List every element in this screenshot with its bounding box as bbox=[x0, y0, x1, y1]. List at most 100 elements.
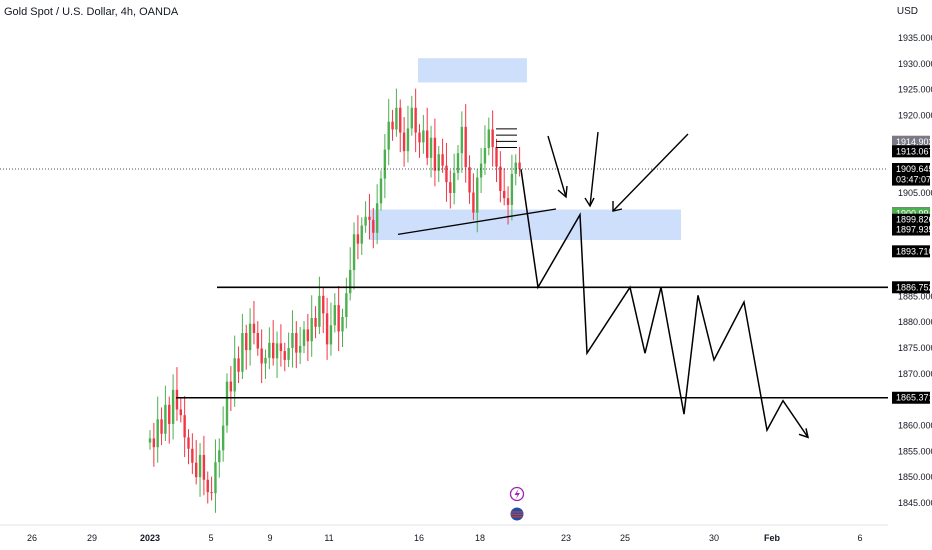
candle-body bbox=[360, 225, 363, 244]
candle-body bbox=[187, 437, 190, 449]
price-tag bbox=[892, 245, 930, 258]
candle-body bbox=[160, 419, 163, 434]
candle-body bbox=[387, 121, 390, 150]
candle-body bbox=[487, 129, 490, 149]
x-axis: 26 29 2023 5 9 11 16 18 23 25 30 Feb 6 bbox=[0, 524, 888, 543]
candle-body bbox=[460, 126, 464, 154]
price-tag bbox=[892, 135, 930, 148]
arrow bbox=[589, 131, 599, 207]
candle-body bbox=[183, 415, 186, 438]
y-tick-label: 1850.000 bbox=[898, 472, 932, 482]
price-tag bbox=[892, 391, 930, 404]
candle-body bbox=[287, 348, 290, 360]
candle-body bbox=[441, 154, 444, 166]
x-tick-label: 30 bbox=[709, 533, 719, 543]
candle-body bbox=[375, 203, 379, 233]
candle-body bbox=[518, 162, 521, 170]
price-tag bbox=[892, 163, 930, 176]
candle-body bbox=[283, 351, 286, 360]
currency-label: USD bbox=[896, 6, 918, 17]
candle-body bbox=[414, 107, 417, 133]
price-tag-label: 1913.067 bbox=[896, 146, 932, 156]
price-tag-label: 1865.371 bbox=[896, 393, 932, 403]
candle-body bbox=[275, 343, 279, 359]
y-tick-label: 1870.000 bbox=[898, 369, 932, 379]
candle-body bbox=[325, 313, 329, 345]
candle-body bbox=[391, 121, 394, 130]
candle-body bbox=[175, 389, 179, 410]
candle-body bbox=[349, 269, 352, 294]
candle-body bbox=[479, 163, 483, 178]
candle-body bbox=[168, 404, 171, 424]
candle-body bbox=[426, 130, 429, 158]
candle-body bbox=[476, 177, 479, 213]
candle-body bbox=[468, 167, 471, 193]
candle-body bbox=[422, 130, 425, 143]
candle-body bbox=[410, 107, 413, 129]
price-tag bbox=[892, 223, 930, 236]
price-tag-label: 03:47:07 bbox=[896, 175, 931, 185]
zones-layer bbox=[370, 58, 681, 241]
x-tick-label: 29 bbox=[87, 533, 97, 543]
candle-body bbox=[429, 137, 433, 158]
candle-body bbox=[295, 333, 298, 353]
x-tick-label: 9 bbox=[267, 533, 272, 543]
candle-body bbox=[302, 329, 306, 346]
arrowhead bbox=[584, 197, 595, 208]
arrowhead bbox=[557, 185, 568, 199]
candle-body bbox=[449, 182, 452, 193]
candle-body bbox=[229, 381, 233, 392]
candle-body bbox=[464, 126, 467, 168]
price-tag bbox=[892, 173, 930, 186]
candle-body bbox=[329, 325, 333, 345]
candle-body bbox=[406, 128, 410, 152]
x-tick-label: 26 bbox=[27, 533, 37, 543]
candle-body bbox=[364, 216, 367, 226]
y-tick-label: 1920.000 bbox=[898, 111, 932, 121]
candle-body bbox=[495, 147, 498, 167]
y-tick-label: 1905.000 bbox=[898, 188, 932, 198]
candle-body bbox=[395, 107, 398, 130]
price-tag-label: 1900.994 bbox=[896, 209, 932, 219]
demand-zone bbox=[370, 209, 681, 241]
candle-body bbox=[306, 329, 310, 342]
candle-body bbox=[225, 381, 229, 426]
candle-body bbox=[241, 333, 244, 372]
trend-line bbox=[397, 208, 557, 235]
price-tag-label: 1914.903 bbox=[896, 137, 932, 147]
x-tick-label: 11 bbox=[324, 533, 333, 543]
candle-body bbox=[341, 317, 344, 332]
candle-body bbox=[456, 153, 460, 173]
candle-body bbox=[322, 295, 325, 314]
candle-body bbox=[418, 132, 421, 143]
price-tag-label: 1899.826 bbox=[896, 215, 932, 225]
candle-body bbox=[314, 318, 317, 327]
candle-body bbox=[483, 148, 487, 164]
price-tag-label: 1897.935 bbox=[896, 225, 932, 235]
y-tick-label: 1880.000 bbox=[898, 317, 932, 327]
candle-body bbox=[310, 318, 313, 342]
candle-body bbox=[510, 173, 514, 205]
candles-layer bbox=[148, 88, 521, 513]
candle-body bbox=[248, 323, 252, 351]
chart-title: Gold Spot / U.S. Dollar, 4h, OANDA bbox=[4, 6, 179, 18]
candle-body bbox=[368, 216, 371, 220]
y-tick-label: 1875.000 bbox=[898, 343, 932, 353]
price-tag-label: 1886.752 bbox=[896, 282, 932, 292]
candle-body bbox=[191, 448, 194, 463]
candle-body bbox=[345, 293, 348, 317]
candle-body bbox=[252, 323, 256, 334]
candle-body bbox=[402, 132, 406, 152]
price-tag bbox=[892, 145, 930, 158]
x-tick-label: 18 bbox=[475, 533, 485, 543]
price-tag bbox=[892, 281, 930, 294]
candle-body bbox=[383, 149, 387, 179]
x-tick-label: 23 bbox=[561, 533, 571, 543]
candle-body bbox=[514, 162, 517, 174]
y-tick-label: 1845.000 bbox=[898, 498, 932, 508]
y-tick-label: 1855.000 bbox=[898, 446, 932, 456]
candle-body bbox=[333, 305, 336, 326]
y-tick-label: 1925.000 bbox=[898, 85, 932, 95]
candle-body bbox=[291, 333, 294, 348]
